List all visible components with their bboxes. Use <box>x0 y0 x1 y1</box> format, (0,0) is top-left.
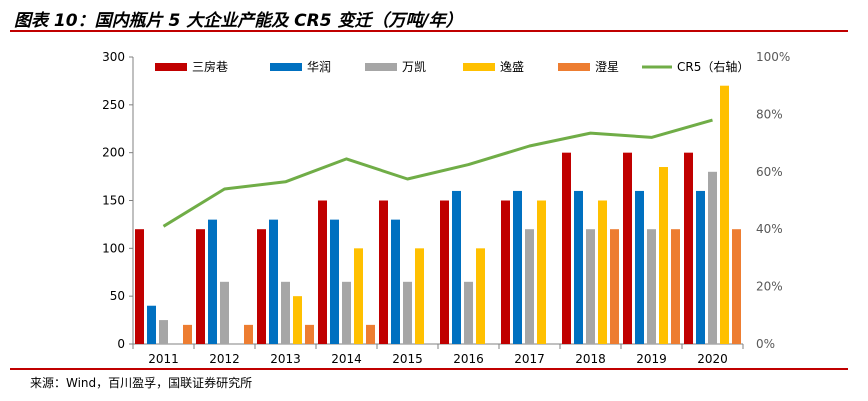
bar <box>220 281 229 344</box>
bar <box>293 296 302 344</box>
y2-tick-label: 0% <box>756 337 775 351</box>
bar <box>135 229 144 344</box>
bar <box>183 324 192 344</box>
legend-label: CR5（右轴） <box>677 59 749 74</box>
x-tick-label: 2014 <box>331 352 362 366</box>
bar <box>623 152 632 344</box>
legend-swatch <box>155 63 187 71</box>
y-tick-label: 250 <box>102 98 125 112</box>
bar <box>440 200 449 344</box>
legend-label: 澄星 <box>595 59 619 74</box>
legend-swatch <box>270 63 302 71</box>
y-tick-label: 200 <box>102 146 125 160</box>
bar <box>732 229 741 344</box>
bar <box>647 229 656 344</box>
bar <box>513 190 522 344</box>
bar <box>196 229 205 344</box>
bar <box>415 248 424 344</box>
bar <box>379 200 388 344</box>
x-tick-label: 2012 <box>209 352 240 366</box>
x-tick-label: 2020 <box>697 352 728 366</box>
x-tick-label: 2011 <box>148 352 179 366</box>
x-tick-label: 2018 <box>575 352 606 366</box>
bar <box>598 200 607 344</box>
y2-tick-label: 20% <box>756 280 783 294</box>
bar <box>720 85 729 344</box>
y-tick-label: 50 <box>110 289 125 303</box>
x-tick-label: 2013 <box>270 352 301 366</box>
x-tick-label: 2017 <box>514 352 545 366</box>
bar <box>452 190 461 344</box>
bar <box>403 281 412 344</box>
bar <box>257 229 266 344</box>
bar <box>635 190 644 344</box>
bar <box>610 229 619 344</box>
y2-tick-label: 60% <box>756 165 783 179</box>
legend-label: 华润 <box>307 60 331 74</box>
bar <box>269 219 278 344</box>
legend-swatch <box>365 63 397 71</box>
y-tick-label: 100 <box>102 241 125 255</box>
legend-swatch <box>463 63 495 71</box>
bar <box>671 229 680 344</box>
y-tick-label: 300 <box>102 50 125 64</box>
bar <box>305 324 314 344</box>
bar <box>318 200 327 344</box>
bar <box>281 281 290 344</box>
title-bar: 图表 10：国内瓶片 5 大企业产能及 CR5 变迁（万吨/年） <box>10 4 848 32</box>
bar <box>464 281 473 344</box>
cr5-line <box>162 118 713 228</box>
bar <box>476 248 485 344</box>
bar <box>696 190 705 344</box>
y-tick-label: 150 <box>102 194 125 208</box>
bar <box>525 229 534 344</box>
x-tick-label: 2016 <box>453 352 484 366</box>
x-tick-label: 2015 <box>392 352 423 366</box>
bar <box>562 152 571 344</box>
bar <box>159 320 168 344</box>
source-note: 来源：Wind，百川盈孚，国联证券研究所 <box>30 376 253 390</box>
bar <box>574 190 583 344</box>
bar <box>208 219 217 344</box>
bar <box>708 171 717 344</box>
legend-label: 三房巷 <box>192 59 228 74</box>
legend-swatch <box>558 63 590 71</box>
source-divider <box>10 368 848 370</box>
bar <box>537 200 546 344</box>
bar <box>391 219 400 344</box>
y2-tick-label: 100% <box>756 50 790 64</box>
bar <box>147 305 156 344</box>
y-tick-label: 0 <box>117 337 125 351</box>
bar <box>342 281 351 344</box>
x-tick-label: 2019 <box>636 352 667 366</box>
bar <box>501 200 510 344</box>
chart-title: 图表 10：国内瓶片 5 大企业产能及 CR5 变迁（万吨/年） <box>14 11 463 31</box>
legend-label: 万凯 <box>402 60 426 74</box>
bar <box>586 229 595 344</box>
bar <box>659 167 668 344</box>
bar <box>244 324 253 344</box>
bar <box>684 152 693 344</box>
bar <box>366 324 375 344</box>
bar <box>330 219 339 344</box>
bar <box>354 248 363 344</box>
y2-tick-label: 40% <box>756 222 783 236</box>
legend-label: 逸盛 <box>500 59 524 74</box>
y2-tick-label: 80% <box>756 107 783 121</box>
